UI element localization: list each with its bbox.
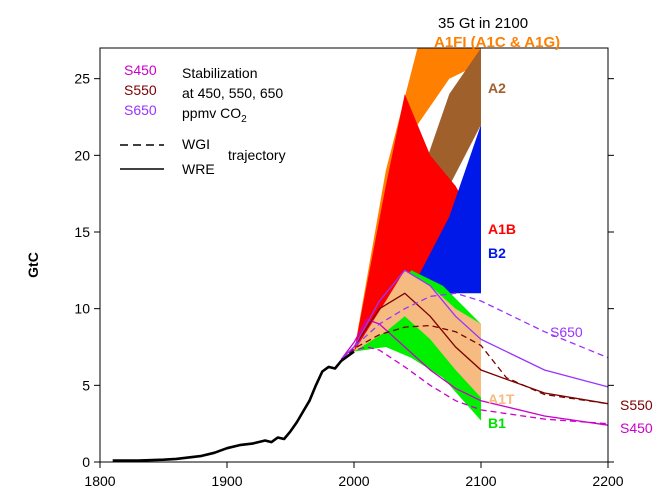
top-label-a1fi: A1FI (A1C & A1G): [434, 34, 560, 51]
line-historical: [112, 350, 355, 462]
legend-stab-line1: Stabilization: [182, 65, 258, 81]
band-b2: [354, 124, 481, 352]
top-note: 35 Gt in 2100: [438, 15, 528, 32]
x-tick-label-2100: 2100: [465, 473, 496, 489]
band-a1t: [354, 270, 481, 398]
y-tick-label-25: 25: [74, 71, 90, 87]
y-tick-label-20: 20: [74, 147, 90, 163]
legend-stab-sub: 2: [241, 114, 247, 125]
historical-series: [112, 350, 355, 462]
legend-stab-line3: ppmv CO2: [182, 105, 247, 125]
plot-frame: [99, 47, 609, 463]
label-s550: S550: [620, 397, 653, 413]
line-s550-wre: [340, 292, 609, 405]
axis-ticks: 1800 1900 2000 2100 2200 0 5 10 15 20 25: [74, 71, 623, 489]
stabilization-lines: [340, 269, 609, 426]
legend-wgi: WGI: [182, 136, 210, 152]
legend-s550: S550: [124, 82, 157, 98]
x-tick-label-2200: 2200: [592, 473, 623, 489]
legend-wre: WRE: [182, 161, 215, 177]
label-a2: A2: [488, 80, 506, 96]
y-tick-label-5: 5: [82, 377, 90, 393]
x-tick-label-1800: 1800: [84, 473, 115, 489]
x-tick-label-2000: 2000: [338, 473, 369, 489]
legend-s450: S450: [124, 62, 157, 78]
legend-stab-line2: at 450, 550, 650: [182, 85, 283, 101]
y-tick-label-0: 0: [82, 454, 90, 470]
y-tick-label-10: 10: [74, 301, 90, 317]
label-s650: S650: [550, 324, 583, 340]
label-s450: S450: [620, 420, 653, 436]
legend-s650: S650: [124, 102, 157, 118]
y-axis-label: GtC: [25, 252, 41, 278]
band-a1fi: [354, 48, 481, 352]
line-s450-wgi: [340, 346, 609, 425]
line-s650-wre: [340, 269, 609, 388]
label-a1b: A1B: [488, 221, 516, 237]
line-s450-wre: [340, 318, 609, 426]
x-tick-label-1900: 1900: [211, 473, 242, 489]
label-b1: B1: [488, 415, 506, 431]
legend-trajectory: trajectory: [228, 147, 286, 163]
label-a1t: A1T: [488, 391, 515, 407]
y-tick-label-15: 15: [74, 224, 90, 240]
legend-stab-co: ppmv CO: [182, 105, 241, 121]
label-b2: B2: [488, 245, 506, 261]
scenario-bands: [354, 48, 481, 421]
